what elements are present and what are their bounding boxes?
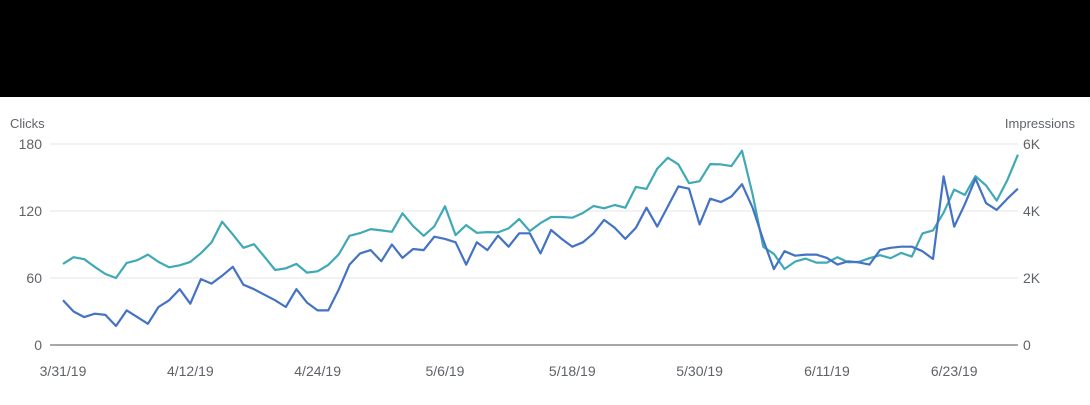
right-axis-label: Impressions — [1005, 116, 1076, 131]
right-tick-label: 0 — [1023, 337, 1031, 353]
gridlines — [50, 143, 1018, 346]
left-tick-label: 60 — [26, 270, 42, 286]
line-chart: Clicks Impressions 0 60 120 180 0 2K 4K 6K 3/3… — [10, 116, 1076, 379]
x-tick-label: 4/12/19 — [167, 363, 214, 379]
top-black-band — [0, 0, 1090, 97]
x-axis-ticks: 3/31/19 4/12/19 4/24/19 5/6/19 5/18/19 5/30/1… — [40, 363, 978, 379]
left-axis-ticks: 0 60 120 180 — [19, 136, 43, 353]
right-tick-label: 2K — [1023, 270, 1041, 286]
left-tick-label: 120 — [19, 203, 43, 219]
x-tick-label: 5/30/19 — [676, 363, 723, 379]
left-axis-label: Clicks — [10, 116, 45, 131]
performance-chart: Clicks Impressions 0 60 120 180 0 2K 4K 6K 3/3… — [0, 97, 1090, 400]
right-tick-label: 4K — [1023, 203, 1041, 219]
x-tick-label: 5/18/19 — [549, 363, 596, 379]
left-tick-label: 0 — [34, 337, 42, 353]
x-tick-label: 5/6/19 — [425, 363, 464, 379]
right-axis-ticks: 0 2K 4K 6K — [1023, 136, 1041, 353]
left-tick-label: 180 — [19, 136, 43, 152]
x-tick-label: 3/31/19 — [40, 363, 87, 379]
x-tick-label: 6/23/19 — [931, 363, 978, 379]
x-tick-label: 6/11/19 — [804, 363, 850, 379]
right-tick-label: 6K — [1023, 136, 1041, 152]
x-tick-label: 4/24/19 — [294, 363, 341, 379]
clicks-line[interactable] — [62, 175, 1019, 328]
